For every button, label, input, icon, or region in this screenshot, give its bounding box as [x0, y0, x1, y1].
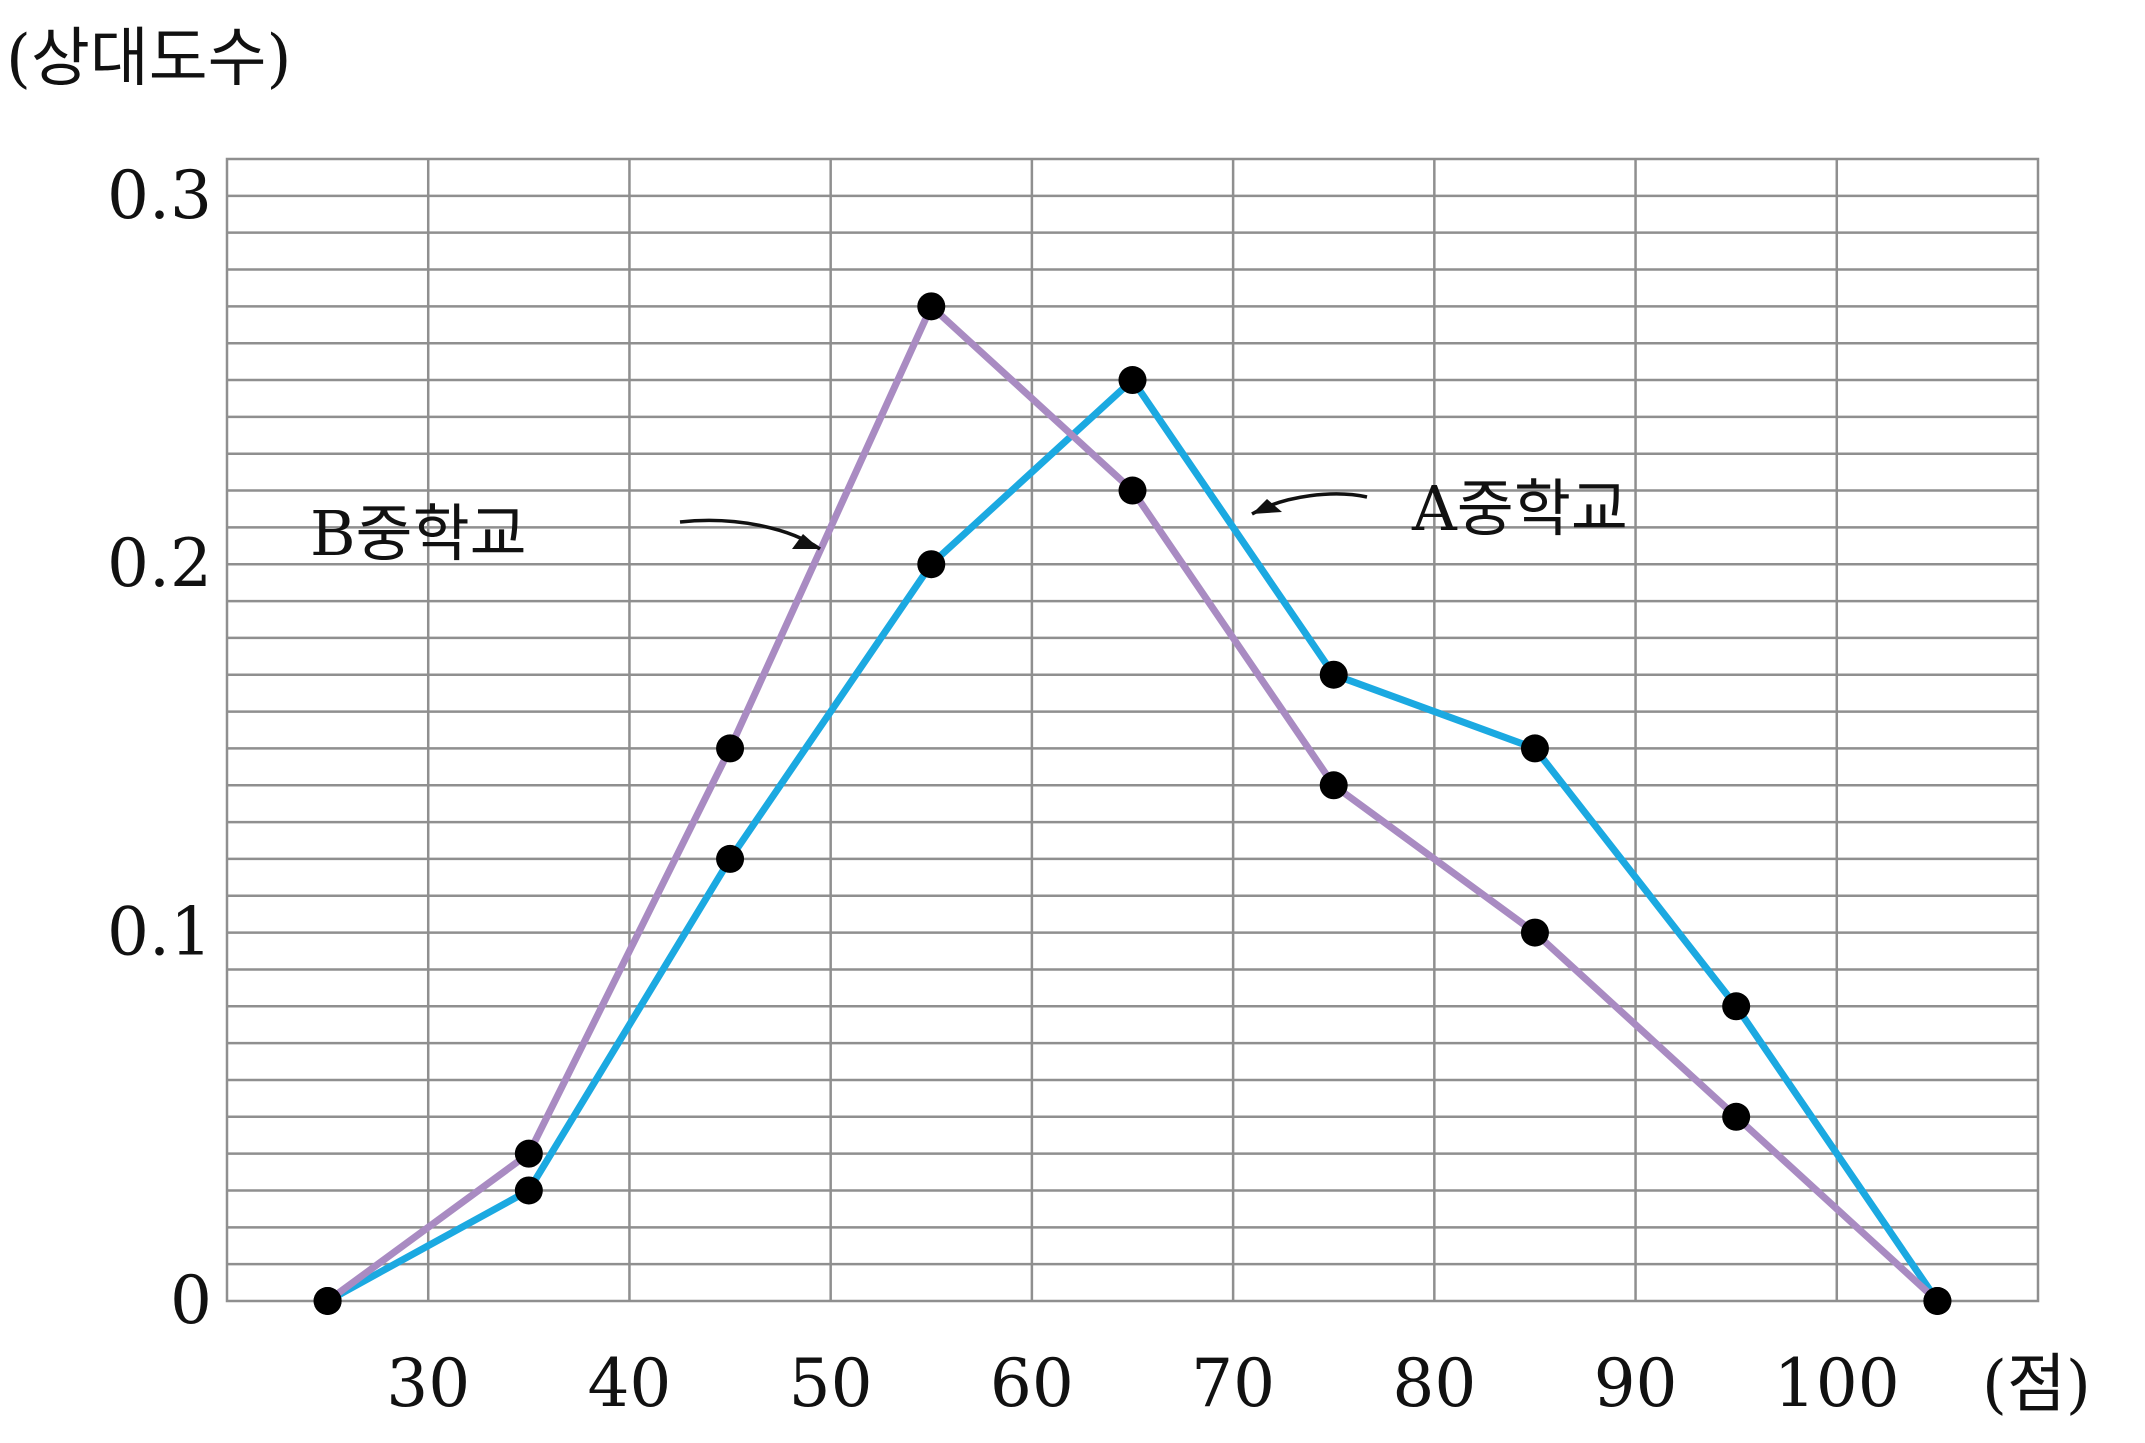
- data-point: [1722, 1102, 1751, 1131]
- data-point: [514, 1139, 543, 1168]
- annotation-layer: A중학교 B중학교: [310, 472, 1628, 570]
- x-tick-label: 30: [386, 1345, 470, 1422]
- data-point: [1923, 1287, 1952, 1315]
- grid: [225, 157, 2040, 1303]
- data-point: [1319, 771, 1348, 800]
- x-tick-label: 90: [1594, 1345, 1678, 1422]
- x-tick-labels: 30 40 50 60 70 80 90 100: [386, 1345, 1900, 1422]
- x-tick-label: 70: [1191, 1345, 1275, 1422]
- y-tick-label: 0.3: [107, 157, 212, 234]
- data-point: [1520, 734, 1549, 763]
- x-tick-label: 80: [1392, 1345, 1476, 1422]
- series-line-a: [324, 374, 1941, 1305]
- series-layer: [324, 300, 1941, 1305]
- x-tick-label: 40: [587, 1345, 671, 1422]
- y-tick-label: 0.2: [107, 525, 212, 602]
- y-tick-label: 0: [170, 1262, 212, 1339]
- marker-layer: [313, 292, 1952, 1315]
- data-point: [1319, 660, 1348, 689]
- x-tick-label: 100: [1774, 1345, 1900, 1422]
- y-tick-labels: 0 0.1 0.2 0.3: [107, 157, 212, 1339]
- x-axis-title: (점): [1982, 1348, 2091, 1422]
- series-label-a: A중학교: [1411, 472, 1628, 545]
- plot-frame: [225, 157, 2040, 1303]
- y-tick-label: 0.1: [107, 894, 212, 971]
- data-point: [917, 550, 946, 579]
- series-label-b: B중학교: [310, 497, 527, 570]
- y-axis-title: (상대도수): [6, 22, 291, 96]
- data-point: [1118, 476, 1147, 505]
- series-line-b: [324, 300, 1941, 1305]
- data-point: [716, 844, 745, 873]
- data-point: [1118, 366, 1147, 395]
- data-point: [1722, 992, 1751, 1021]
- arrowhead-icon: [1252, 499, 1282, 514]
- data-point: [1520, 918, 1549, 947]
- data-point: [716, 734, 745, 763]
- data-point: [917, 292, 946, 321]
- arrowhead-icon: [792, 534, 820, 549]
- x-tick-label: 60: [990, 1345, 1074, 1422]
- data-point: [514, 1176, 543, 1205]
- data-point: [313, 1287, 342, 1315]
- x-tick-label: 50: [789, 1345, 873, 1422]
